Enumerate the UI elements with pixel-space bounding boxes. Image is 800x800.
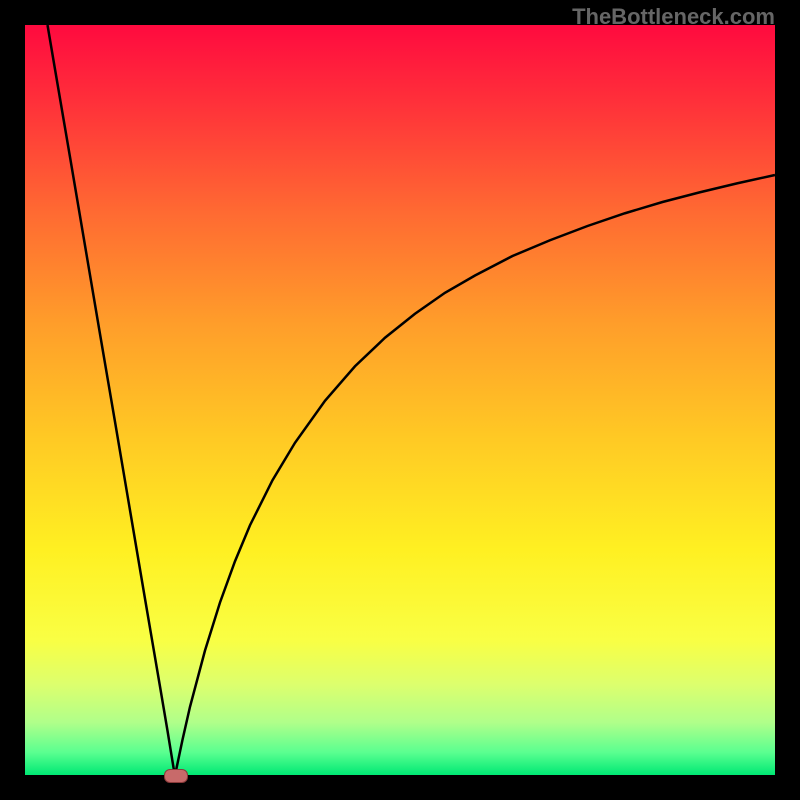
plot-area: [25, 25, 775, 775]
watermark-text: TheBottleneck.com: [572, 4, 775, 30]
bottleneck-curve: [25, 25, 775, 775]
chart-container: TheBottleneck.com: [0, 0, 800, 800]
optimal-point-marker: [164, 769, 188, 783]
